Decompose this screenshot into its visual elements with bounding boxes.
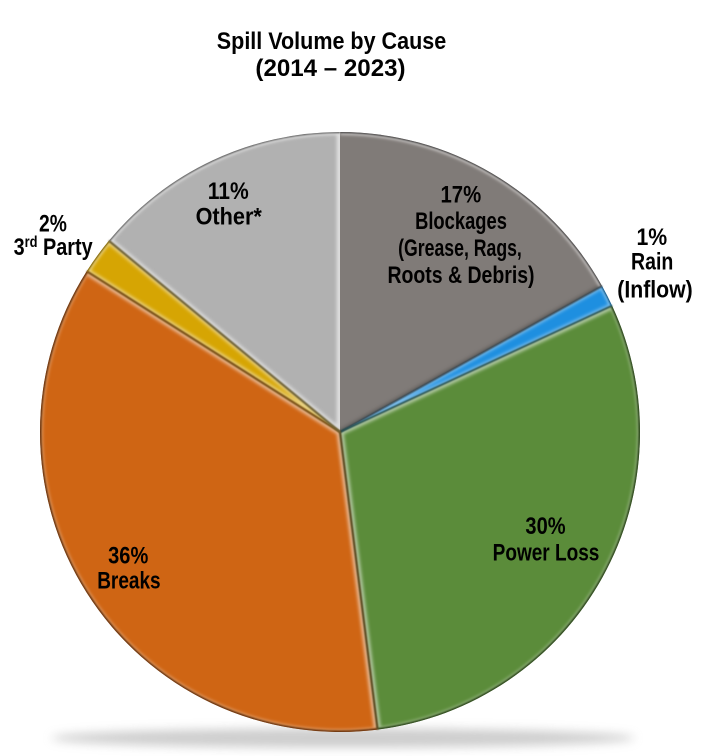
svg-text:30%: 30% [525,512,565,539]
svg-text:Other*: Other* [196,202,262,229]
svg-text:(Inflow): (Inflow) [617,275,692,303]
svg-text:36%: 36% [108,542,148,569]
svg-text:Breaks: Breaks [97,566,160,594]
svg-text:Power Loss: Power Loss [493,538,600,566]
svg-text:Roots & Debris): Roots & Debris) [387,261,534,288]
svg-text:Rain: Rain [631,248,673,275]
svg-text:1%: 1% [636,223,667,251]
svg-text:(Grease, Rags,: (Grease, Rags, [398,235,522,261]
svg-text:2%: 2% [39,209,67,237]
svg-text:Blockages: Blockages [415,208,507,235]
svg-text:17%: 17% [440,181,481,208]
svg-text:11%: 11% [208,178,249,205]
svg-text:(2014 – 2023): (2014 – 2023) [255,55,405,82]
svg-text:Spill Volume by Cause: Spill Volume by Cause [217,27,446,54]
svg-text:3rd Party: 3rd Party [14,233,94,260]
